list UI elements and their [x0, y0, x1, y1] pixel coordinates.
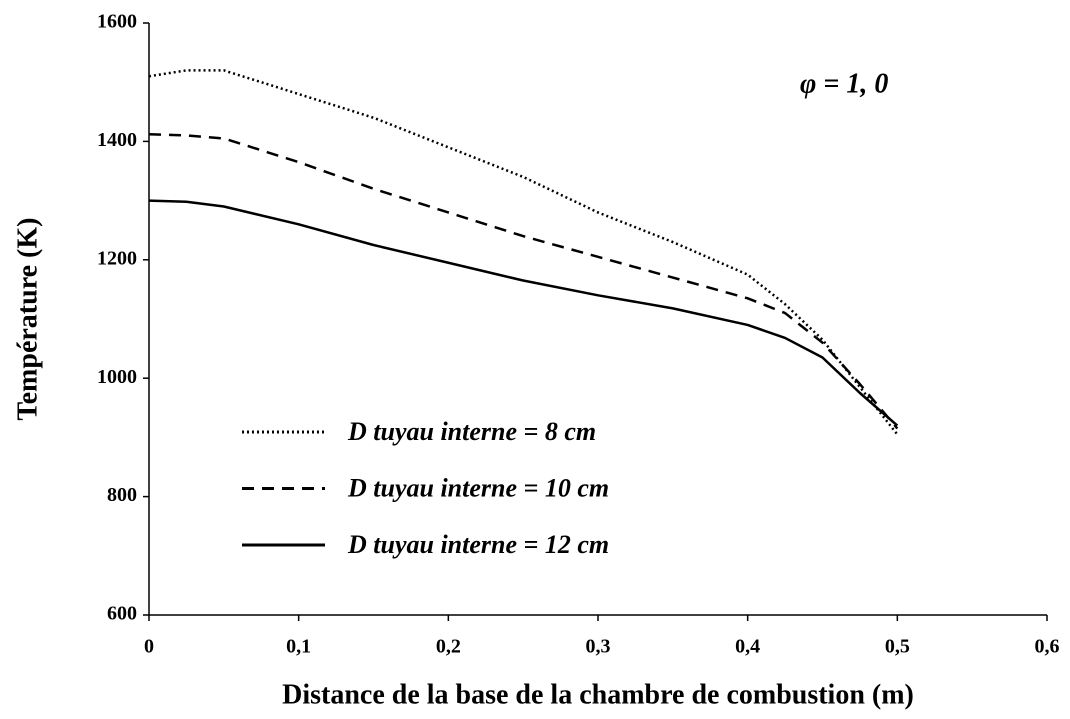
annotation: φ = 1, 0 [800, 68, 888, 99]
y-tick-label: 1200 [97, 247, 137, 269]
legend-label: D tuyau interne = 12 cm [347, 530, 609, 559]
x-tick-label: 0,6 [1035, 636, 1060, 658]
series-line [148, 133, 899, 430]
legend-label: D tuyau interne = 8 cm [347, 417, 596, 446]
y-tick-label: 1400 [97, 129, 137, 151]
y-tick-label: 600 [107, 603, 137, 625]
y-tick-label: 800 [107, 484, 137, 506]
series-line [148, 69, 899, 436]
series-line [148, 199, 899, 427]
x-tick-label: 0,1 [286, 636, 311, 658]
y-tick-label: 1600 [97, 11, 137, 33]
x-tick-label: 0 [144, 636, 154, 658]
x-tick-label: 0,5 [885, 636, 910, 658]
x-tick-label: 0,2 [436, 636, 461, 658]
y-axis-label: Température (K) [12, 218, 43, 421]
y-tick-label: 1000 [97, 366, 137, 388]
x-tick-label: 0,3 [586, 636, 611, 658]
x-axis-label: Distance de la base de la chambre de com… [282, 679, 914, 710]
legend-label: D tuyau interne = 10 cm [347, 473, 609, 502]
x-tick-label: 0,4 [735, 636, 760, 658]
